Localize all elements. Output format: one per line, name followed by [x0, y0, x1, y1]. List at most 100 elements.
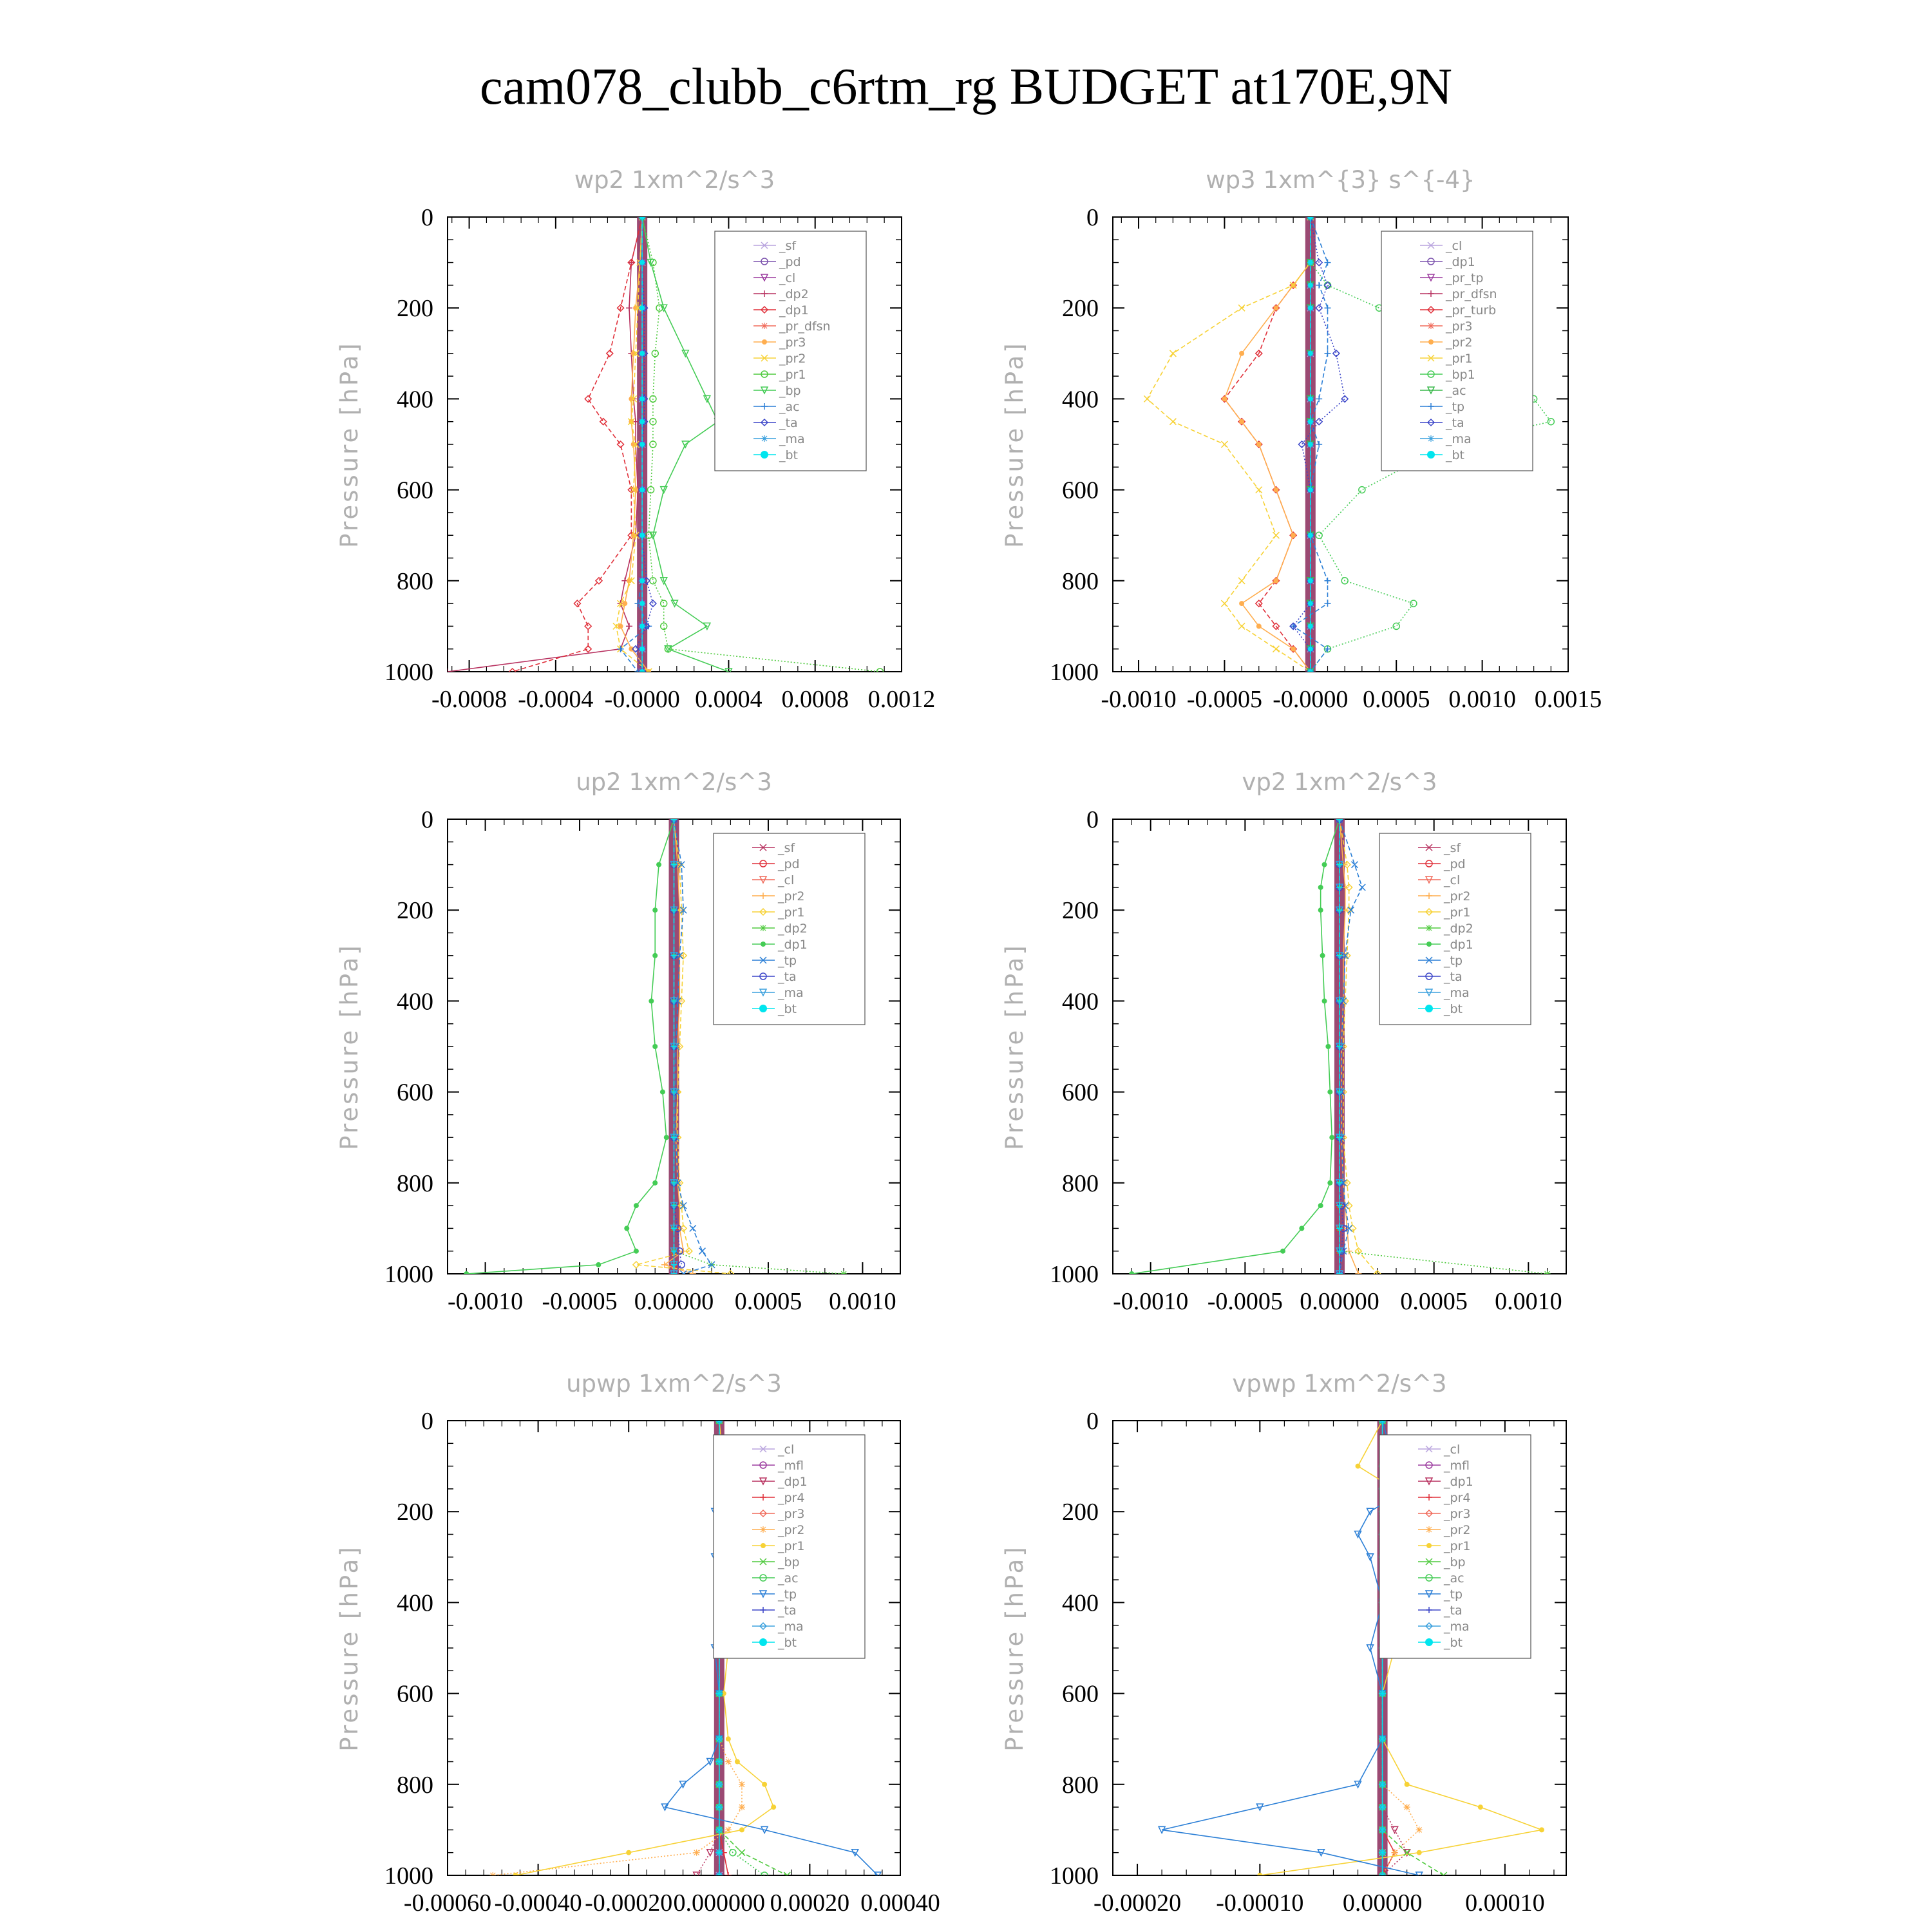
data-point	[670, 1225, 677, 1232]
x-tick-label: 0.0010	[1495, 1288, 1562, 1315]
data-point	[1415, 1871, 1423, 1875]
legend-marker	[759, 1558, 767, 1566]
legend-marker	[1426, 386, 1435, 395]
data-point	[670, 907, 677, 914]
legend-label: _ma	[1443, 986, 1470, 1000]
legend-label: _cl	[779, 271, 795, 285]
legend-label: _bt	[1443, 1636, 1463, 1650]
data-point	[724, 1758, 732, 1765]
data-point	[681, 350, 690, 358]
data-point	[605, 349, 614, 357]
legend-marker	[759, 972, 767, 980]
data-point	[1291, 533, 1296, 538]
data-point	[1354, 1781, 1362, 1789]
y-tick-label: 400	[1062, 988, 1099, 1015]
data-point	[1340, 997, 1347, 1005]
data-point	[652, 952, 658, 958]
data-point	[1345, 1224, 1353, 1232]
data-point	[1220, 600, 1228, 607]
data-point	[1336, 998, 1343, 1005]
data-point	[1323, 281, 1332, 289]
legend-marker	[761, 1543, 766, 1548]
data-point	[652, 1180, 658, 1186]
data-point	[1349, 1224, 1357, 1233]
data-point	[1416, 1826, 1423, 1833]
data-point	[508, 667, 516, 672]
y-tick-label: 400	[1062, 1589, 1099, 1616]
y-tick-label: 1000	[384, 659, 433, 686]
data-point	[734, 1759, 740, 1765]
data-point	[656, 862, 662, 867]
legend-marker	[1425, 844, 1433, 851]
series-line	[1381, 1421, 1420, 1875]
data-point	[1336, 1179, 1343, 1186]
legend-label: _dp2	[777, 922, 808, 936]
legend-label: _dp2	[779, 287, 809, 301]
data-point	[624, 1226, 630, 1231]
data-point	[670, 1202, 677, 1209]
y-tick-label: 600	[1062, 1079, 1099, 1106]
y-tick-label: 600	[1062, 477, 1099, 504]
x-tick-label: 0.0012	[868, 686, 936, 713]
data-point	[632, 531, 639, 539]
data-point	[1324, 350, 1331, 357]
x-tick-label: -0.0000	[1273, 686, 1348, 713]
chart-panel: wp3 1xm^{3} s^{-4} Pressure [hPa] 0 200 400 6…	[1001, 166, 1602, 713]
data-point	[689, 1271, 696, 1274]
data-point	[1307, 669, 1313, 672]
y-axis-label: Pressure [hPa]	[1001, 341, 1028, 547]
y-tick-label: 400	[1062, 386, 1099, 413]
y-tick-label: 200	[1062, 897, 1099, 924]
data-point	[1169, 350, 1177, 357]
data-point	[1272, 645, 1280, 653]
series-group	[1143, 217, 1555, 672]
data-point	[639, 623, 645, 629]
chart-panel: up2 1xm^2/s^3 Pressure [hPa] 0 200 400 600 800…	[336, 768, 901, 1315]
chart-title: wp2 1xm^2/s^3	[574, 166, 775, 194]
legend-marker	[1425, 972, 1433, 980]
legend-marker	[759, 1509, 768, 1518]
legend-box	[1379, 833, 1531, 1025]
data-point	[659, 622, 668, 630]
y-tick-label: 600	[397, 477, 433, 504]
chart-title: wp3 1xm^{3} s^{-4}	[1206, 166, 1475, 194]
data-point	[1404, 1781, 1410, 1787]
legend-marker	[1425, 876, 1434, 884]
data-point	[670, 1261, 677, 1268]
data-point	[630, 395, 638, 402]
data-point	[639, 419, 645, 424]
data-point	[1539, 1827, 1544, 1833]
legend-marker	[759, 989, 768, 997]
data-point	[1320, 952, 1325, 958]
legend-label: _sf	[1443, 841, 1461, 855]
data-point	[715, 1849, 723, 1856]
data-point	[1272, 622, 1280, 630]
data-point	[739, 1827, 744, 1833]
data-point	[1403, 1804, 1410, 1811]
data-point	[1307, 623, 1313, 629]
data-point	[622, 601, 628, 607]
data-point	[876, 668, 884, 672]
data-point	[659, 600, 668, 607]
legend-marker	[1425, 1558, 1433, 1566]
data-point	[729, 1848, 737, 1857]
legend-label: _ac	[1443, 1571, 1464, 1586]
y-tick-label: 200	[397, 897, 433, 924]
legend-label: _pr1	[779, 368, 806, 382]
data-point	[1336, 861, 1343, 868]
series-line	[636, 819, 731, 1274]
legend-label: _pd	[779, 255, 801, 269]
data-point	[1318, 1203, 1323, 1209]
legend-label: _bp	[779, 384, 801, 398]
x-tick-label: -0.00020	[1094, 1889, 1181, 1917]
data-point	[1336, 1225, 1343, 1232]
page-title: cam078_clubb_c6rtm_rg BUDGET at170E,9N	[479, 59, 1453, 115]
legend-marker	[761, 258, 768, 265]
data-point	[1143, 395, 1151, 402]
x-tick-label: 0.0004	[695, 686, 762, 713]
legend-label: _ta	[777, 1604, 797, 1618]
data-point	[639, 601, 645, 607]
data-point	[630, 486, 638, 494]
data-point	[873, 1871, 882, 1875]
legend-marker	[760, 925, 766, 931]
